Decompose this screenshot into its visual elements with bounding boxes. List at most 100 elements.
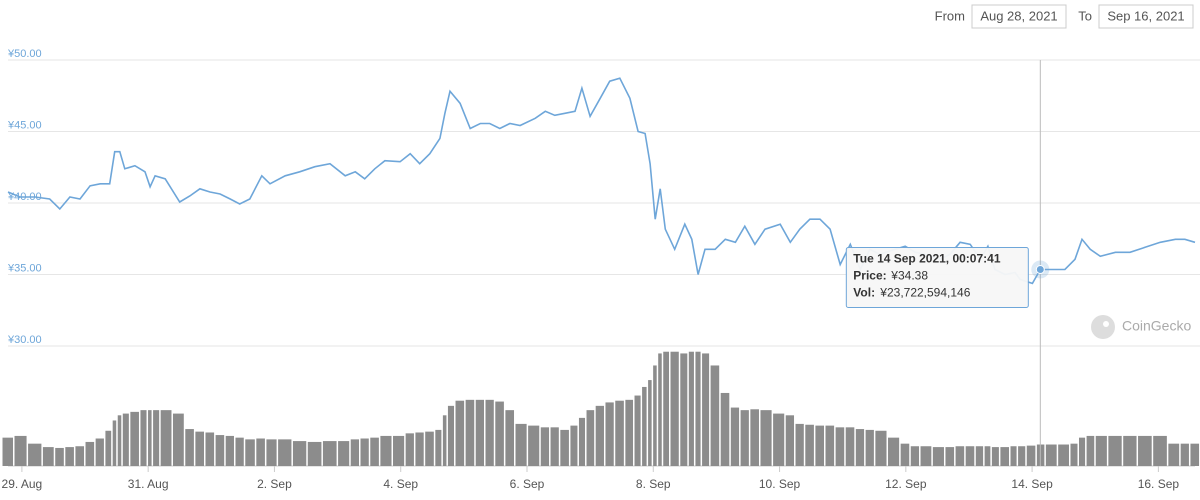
volume-bar: [130, 411, 139, 466]
volume-bar: [865, 429, 874, 466]
volume-bar: [205, 432, 215, 466]
x-tick-label: 14. Sep: [1011, 477, 1053, 491]
watermark: CoinGecko: [1091, 315, 1191, 339]
hover-point: [1035, 264, 1045, 274]
volume-bar: [307, 441, 322, 466]
volume-bar: [42, 447, 54, 466]
volume-bar: [825, 425, 835, 466]
volume-bar: [1000, 447, 1010, 466]
volume-bar: [1058, 444, 1069, 466]
volume-bar: [1018, 446, 1026, 466]
volume-bar: [140, 410, 147, 466]
x-tick-label: 6. Sep: [510, 477, 545, 491]
x-tick-label: 4. Sep: [383, 477, 418, 491]
volume-bar: [195, 431, 204, 466]
volume-bar: [153, 410, 160, 466]
y-tick-label: ¥35.00: [7, 262, 42, 274]
volume-bar: [740, 410, 749, 466]
volume-bar: [845, 427, 855, 466]
from-value[interactable]: Aug 28, 2021: [980, 8, 1057, 23]
volume-bar: [670, 351, 679, 466]
y-tick-label: ¥50.00: [7, 48, 42, 60]
volume-bar: [634, 395, 641, 466]
volume-bar: [1123, 435, 1137, 466]
volume-bar: [805, 424, 814, 466]
volume-bar: [932, 447, 944, 466]
volume-bar: [1168, 443, 1180, 466]
volume-bar: [235, 437, 244, 466]
volume-bar: [266, 439, 277, 466]
volume-bar: [55, 447, 64, 466]
volume-bar: [595, 405, 604, 466]
volume-bar: [605, 402, 614, 466]
x-tick-label: 8. Sep: [636, 477, 671, 491]
volume-bar: [475, 399, 485, 466]
tooltip-date: Tue 14 Sep 2021, 00:07:41: [853, 252, 1001, 266]
volume-bar: [570, 425, 578, 466]
to-value[interactable]: Sep 16, 2021: [1107, 8, 1184, 23]
volume-bar: [1108, 435, 1122, 466]
volume-bar: [528, 425, 540, 466]
volume-bar: [14, 435, 27, 466]
volume-bar: [105, 430, 112, 466]
volume-bar: [112, 420, 117, 466]
volume-bar: [855, 429, 865, 466]
tooltip-price: ¥34.38: [890, 269, 928, 283]
volume-bar: [425, 431, 434, 466]
volume-bar: [835, 427, 845, 466]
volume-bar: [75, 446, 85, 466]
volume-bar: [1180, 443, 1189, 466]
tooltip-price-label: Price:: [853, 269, 886, 283]
volume-bar: [795, 423, 804, 466]
volume-bar: [560, 429, 569, 466]
from-input[interactable]: [971, 4, 1067, 29]
volume-bar: [991, 447, 999, 466]
tooltip-box: [845, 246, 1029, 308]
volume-bar: [663, 351, 670, 466]
volume-bar: [465, 399, 475, 466]
volume-bar: [965, 446, 975, 466]
volume-bar: [702, 353, 710, 466]
volume-bar: [750, 409, 759, 466]
volume-bar: [370, 437, 379, 466]
volume-bar: [85, 441, 95, 466]
volume-bar: [888, 437, 900, 466]
volume-bar: [975, 446, 984, 466]
x-tick-label: 10. Sep: [759, 477, 801, 491]
tooltip-vol: ¥23,722,594,146: [879, 286, 970, 300]
volume-bar: [875, 430, 887, 466]
volume-bar: [730, 407, 740, 466]
y-tick-label: ¥30.00: [7, 334, 42, 346]
x-tick-label: 2. Sep: [257, 477, 292, 491]
to-label: To: [1078, 8, 1092, 23]
volume-bar: [415, 432, 424, 466]
volume-bar: [586, 410, 595, 466]
x-tick-label: 29. Aug: [2, 477, 43, 491]
x-tick-label: 16. Sep: [1138, 477, 1180, 491]
volume-bar: [658, 353, 662, 466]
volume-bar: [710, 365, 720, 466]
volume-bar: [695, 351, 701, 466]
volume-bar: [1070, 443, 1078, 466]
volume-bar: [292, 441, 307, 466]
volume-bar: [95, 438, 104, 466]
volume-bar: [322, 441, 337, 466]
volume-bar: [540, 427, 550, 466]
to-input[interactable]: [1098, 4, 1194, 29]
volume-bar: [447, 405, 455, 466]
x-tick-label: 12. Sep: [885, 477, 927, 491]
volume-bar: [1010, 446, 1017, 466]
volume-bar: [642, 386, 647, 466]
volume-bar: [920, 446, 932, 466]
volume-bar: [1138, 435, 1152, 466]
volume-bar: [442, 415, 447, 466]
volume-bar: [578, 417, 586, 466]
volume-bar: [278, 439, 292, 466]
volume-bar: [1153, 435, 1167, 466]
volume-bar: [455, 400, 465, 466]
volume-bar: [172, 413, 184, 466]
volume-bar: [720, 392, 730, 466]
volume-bar: [380, 435, 392, 466]
volume-bar: [435, 429, 442, 466]
